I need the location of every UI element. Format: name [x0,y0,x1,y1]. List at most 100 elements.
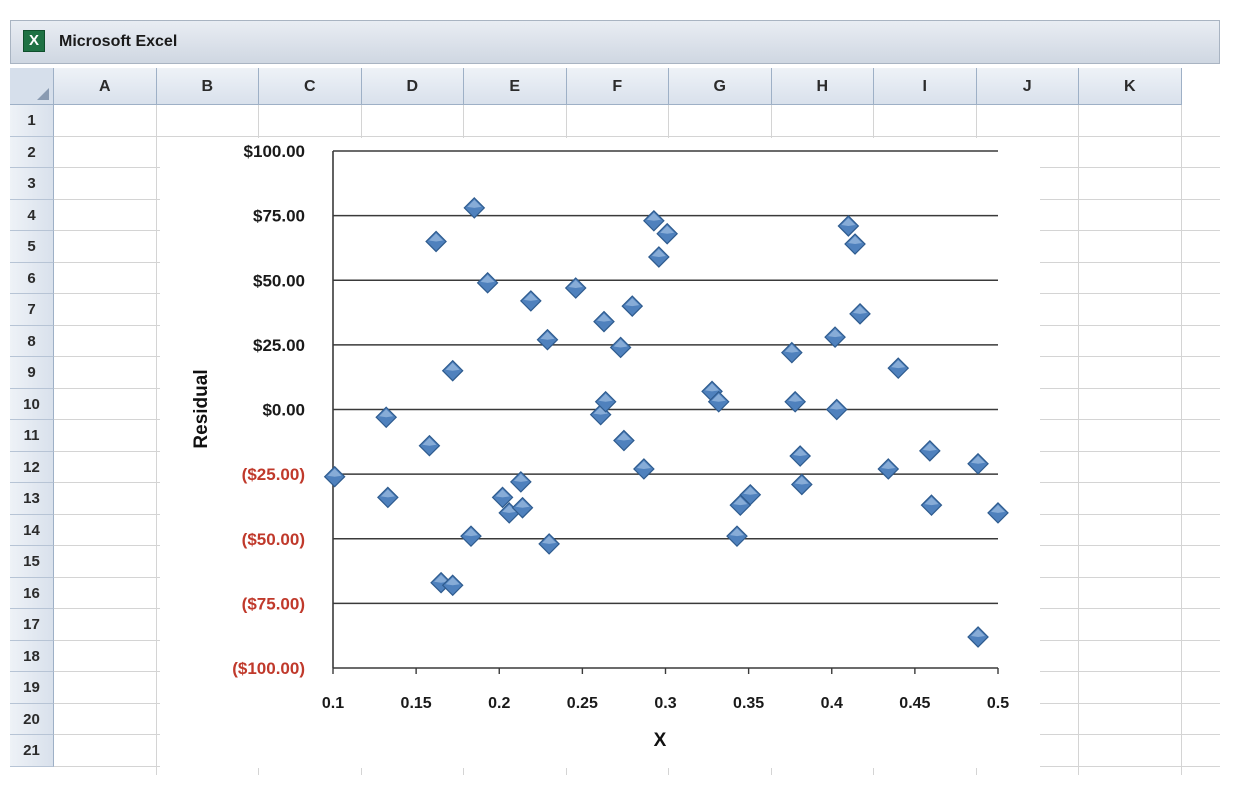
data-point-highlight [991,504,1005,513]
column-header-g[interactable]: G [669,68,772,105]
row-header-21[interactable]: 21 [10,735,54,767]
column-header-c[interactable]: C [259,68,362,105]
y-tick-label: ($25.00) [242,465,305,484]
data-point[interactable] [460,525,482,548]
data-point-highlight [733,497,748,506]
row-header-14[interactable]: 14 [10,514,54,546]
data-point-highlight [380,489,395,498]
data-point-highlight [502,504,517,513]
x-tick-label: 0.25 [567,695,598,712]
column-header-a[interactable]: A [54,68,157,105]
row-header-6[interactable]: 6 [10,262,54,294]
y-tick-label: ($50.00) [242,530,305,549]
data-point-highlight [853,305,868,314]
data-point-highlight [542,535,557,544]
row-header-10[interactable]: 10 [10,388,54,420]
data-point[interactable] [538,533,560,555]
data-point-highlight [445,362,460,371]
column-header-k[interactable]: K [1079,68,1182,105]
data-point-highlight [922,442,937,451]
data-point-highlight [891,360,906,369]
y-tick-label: $25.00 [253,336,305,355]
y-tick-label: $0.00 [262,401,305,420]
data-point[interactable] [476,271,499,294]
data-point-highlight [848,236,863,245]
column-header-d[interactable]: D [361,68,464,105]
chart-y-tick-labels: $100.00 $75.00 $50.00 $25.00 $0.00 ($25.00) ($… [232,142,305,678]
row-header-17[interactable]: 17 [10,609,54,641]
x-tick-label: 0.4 [821,695,843,712]
x-tick-label: 0.45 [899,695,930,712]
data-point-highlight [568,280,583,289]
row-header-2[interactable]: 2 [10,136,54,168]
row-header-18[interactable]: 18 [10,640,54,672]
chart-x-axis [332,151,999,674]
data-point-highlight [729,528,744,537]
data-point-highlight [636,460,651,469]
data-point-highlight [828,329,843,338]
select-all-corner[interactable] [10,68,54,105]
excel-icon: X [23,30,45,52]
data-point-highlight [422,437,437,446]
data-point-highlight [429,233,444,242]
data-point-highlight [495,489,510,498]
x-tick-label: 0.5 [987,695,1009,712]
row-header-15[interactable]: 15 [10,546,54,578]
row-header-12[interactable]: 12 [10,451,54,483]
row-header-20[interactable]: 20 [10,703,54,735]
data-point-highlight [793,448,808,457]
data-point-highlight [784,344,799,353]
chart-points [323,197,1009,648]
data-point-highlight [379,409,394,418]
y-tick-label: $50.00 [253,271,305,290]
row-header-19[interactable]: 19 [10,672,54,704]
row-header-3[interactable]: 3 [10,168,54,200]
column-header-f[interactable]: F [566,68,669,105]
row-header-13[interactable]: 13 [10,483,54,515]
column-gridline [155,105,157,775]
row-header-5[interactable]: 5 [10,231,54,263]
data-point[interactable] [726,525,748,548]
data-point-highlight [613,339,628,348]
data-point-highlight [596,313,611,322]
x-tick-label: 0.2 [488,695,510,712]
column-header-j[interactable]: J [976,68,1079,105]
column-header-h[interactable]: H [771,68,874,105]
row-header-8[interactable]: 8 [10,325,54,357]
row-header-7[interactable]: 7 [10,294,54,326]
row-header-4[interactable]: 4 [10,199,54,231]
data-point-highlight [513,473,528,482]
y-tick-label: $75.00 [253,207,305,226]
x-tick-label: 0.35 [733,695,764,712]
title-bar: X Microsoft Excel [10,20,1220,64]
data-point-highlight [523,292,538,301]
row-header-11[interactable]: 11 [10,420,54,452]
data-point-highlight [971,455,986,464]
data-point-highlight [616,432,631,441]
column-header-e[interactable]: E [464,68,567,105]
data-point-highlight [445,577,460,586]
data-point-highlight [540,331,555,340]
data-point-highlight [711,393,726,402]
data-point-highlight [515,499,530,508]
row-header-16[interactable]: 16 [10,577,54,609]
column-gridline [1078,105,1079,775]
column-header-i[interactable]: I [874,68,977,105]
row-header-1[interactable]: 1 [10,105,54,137]
x-axis-label: X [654,730,667,751]
column-header-b[interactable]: B [156,68,259,105]
data-point-highlight [829,401,844,410]
x-tick-label: 0.15 [401,695,432,712]
select-all-triangle-icon [37,88,49,100]
row-header-9[interactable]: 9 [10,357,54,389]
data-point-highlight [924,497,939,506]
data-point-highlight [743,486,758,495]
residual-scatter-chart[interactable]: $100.00 $75.00 $50.00 $25.00 $0.00 ($25.00) ($… [10,68,1220,775]
data-point-highlight [467,199,482,208]
data-point[interactable] [987,502,1009,524]
app-title: Microsoft Excel [59,33,178,50]
data-point-highlight [327,468,342,477]
chart-x-tick-labels: 0.1 0.15 0.2 0.25 0.3 0.35 0.4 0.45 0.5 [322,695,1009,712]
data-point-highlight [660,225,675,234]
